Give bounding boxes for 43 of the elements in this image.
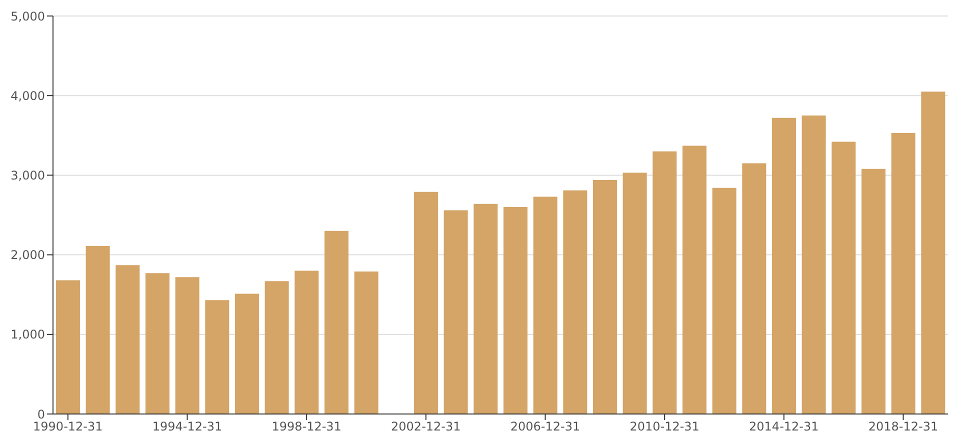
x-tick-label: 1990-12-31 xyxy=(33,420,103,434)
y-tick-label: 2,000 xyxy=(10,248,45,262)
bar xyxy=(264,281,289,414)
bar xyxy=(712,188,736,414)
bar xyxy=(503,207,528,414)
bar xyxy=(652,151,677,414)
bar xyxy=(772,118,796,414)
x-tick-label: 2018-12-31 xyxy=(868,420,938,434)
bar xyxy=(533,196,558,414)
bar xyxy=(414,192,438,414)
y-tick-label: 1,000 xyxy=(10,328,45,342)
y-tick-label: 5,000 xyxy=(10,9,45,24)
bar xyxy=(592,180,617,414)
bar xyxy=(563,190,588,414)
bar xyxy=(86,246,110,414)
y-tick-label: 3,000 xyxy=(10,168,45,182)
bar xyxy=(205,300,230,414)
bar xyxy=(921,92,946,414)
bar xyxy=(622,172,647,414)
bar xyxy=(474,204,498,414)
bar xyxy=(891,133,916,414)
bar xyxy=(294,270,319,414)
bar xyxy=(832,142,856,414)
x-tick-label: 2002-12-31 xyxy=(391,420,461,434)
bar xyxy=(145,273,170,414)
x-tick-label: 2010-12-31 xyxy=(630,420,700,434)
x-tick-label: 2014-12-31 xyxy=(749,420,819,434)
y-tick-label: 4,000 xyxy=(10,88,45,103)
bar xyxy=(742,163,766,414)
x-tick-label: 1994-12-31 xyxy=(152,420,222,434)
bar xyxy=(444,210,468,414)
bar xyxy=(354,272,378,414)
x-tick-label: 2006-12-31 xyxy=(510,420,580,434)
bar xyxy=(324,230,348,414)
bar xyxy=(861,168,886,414)
bar xyxy=(116,265,140,414)
bar xyxy=(234,294,259,414)
bar xyxy=(802,116,826,414)
y-tick-label: 0 xyxy=(37,407,45,422)
bar xyxy=(175,277,200,414)
bar xyxy=(56,280,80,414)
x-tick-label: 1998-12-31 xyxy=(272,420,342,434)
bar xyxy=(682,146,706,414)
